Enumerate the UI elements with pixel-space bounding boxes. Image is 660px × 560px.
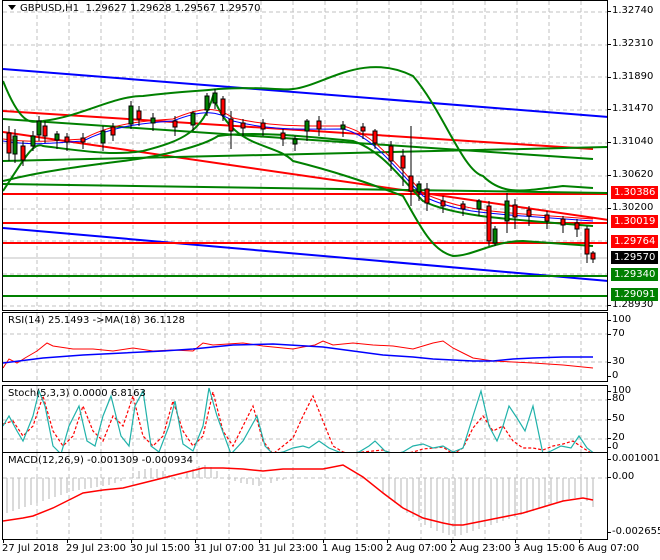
macd-label: MACD(12,26,9) -0.001309 -0.000934 xyxy=(8,455,193,466)
rsi-pane[interactable]: RSI(14) 25.1493 ->MA(18) 36.1128 xyxy=(2,312,608,382)
price-tick: 1.32740 xyxy=(607,5,654,16)
rsi-tick: 30 xyxy=(608,356,625,367)
rsi-label: RSI(14) 25.1493 ->MA(18) 36.1128 xyxy=(8,315,185,326)
macd-pane[interactable]: MACD(12,26,9) -0.001309 -0.000934 xyxy=(2,452,608,540)
price-tick: 1.32310 xyxy=(607,38,654,49)
level-tag-resistance: 1.30019 xyxy=(611,215,659,228)
stoch-tick: 80 xyxy=(608,393,625,404)
time-tick xyxy=(195,539,196,543)
stochastic-axis: 100 80 50 20 0 xyxy=(607,385,660,455)
price-tick: 1.31890 xyxy=(607,71,654,82)
time-label: 27 Jul 2018 xyxy=(2,543,59,554)
rsi-tick: 100 xyxy=(607,314,632,325)
time-label: 2 Aug 07:00 xyxy=(386,543,448,554)
stoch-tick: 50 xyxy=(608,413,625,424)
macd-axis: 0.001001 0.00 -0.002655 xyxy=(607,452,660,540)
price-axis: 1.32740 1.32310 1.31890 1.31470 1.31040 … xyxy=(607,0,660,311)
current-price-tag: 1.29570 xyxy=(611,251,659,264)
price-tick: 1.30200 xyxy=(607,202,654,213)
level-tag-resistance: 1.30386 xyxy=(611,186,659,199)
time-tick xyxy=(3,539,4,543)
rsi-canvas xyxy=(3,313,607,381)
macd-canvas xyxy=(3,453,607,539)
time-tick xyxy=(515,539,516,543)
stoch-tick: 0 xyxy=(607,441,619,452)
stoch-tick: 100 xyxy=(607,385,632,396)
rsi-axis: 100 70 30 0 xyxy=(607,312,660,382)
price-tick: 1.30620 xyxy=(607,169,654,180)
level-tag-support: 1.29091 xyxy=(611,288,659,301)
time-label: 30 Jul 15:00 xyxy=(130,543,190,554)
level-tag-support: 1.29340 xyxy=(611,268,659,281)
macd-tick: -0.002655 xyxy=(607,526,660,538)
price-chart-pane[interactable]: GBPUSD,H1 1.29627 1.29628 1.29567 1.2957… xyxy=(2,0,608,311)
time-label: 3 Aug 15:00 xyxy=(514,543,576,554)
time-tick xyxy=(259,539,260,543)
time-label: 29 Jul 23:00 xyxy=(66,543,126,554)
time-tick xyxy=(451,539,452,543)
rsi-tick: 70 xyxy=(608,328,625,339)
price-chart-canvas xyxy=(3,1,607,310)
time-tick xyxy=(131,539,132,543)
time-tick xyxy=(579,539,580,543)
time-label: 31 Jul 23:00 xyxy=(258,543,318,554)
time-tick xyxy=(67,539,68,543)
time-label: 2 Aug 23:00 xyxy=(450,543,512,554)
time-tick xyxy=(387,539,388,543)
price-tick: 1.28930 xyxy=(607,299,654,310)
price-tick: 1.31040 xyxy=(607,136,654,147)
time-label: 6 Aug 07:00 xyxy=(578,543,640,554)
macd-histogram xyxy=(6,465,594,536)
stochastic-label: Stoch(5,3,3) 0.0000 6.8163 xyxy=(8,388,146,399)
time-label: 1 Aug 15:00 xyxy=(322,543,384,554)
rsi-tick: 0 xyxy=(607,370,619,381)
macd-tick: 0.001001 xyxy=(608,453,660,464)
time-label: 31 Jul 07:00 xyxy=(194,543,254,554)
stoch-tick: 20 xyxy=(608,432,625,443)
collapse-triangle-icon[interactable] xyxy=(8,5,16,10)
level-tag-resistance: 1.29764 xyxy=(611,235,659,248)
stochastic-canvas xyxy=(3,386,607,454)
macd-tick: 0.00 xyxy=(607,471,635,482)
time-tick xyxy=(323,539,324,543)
stochastic-pane[interactable]: Stoch(5,3,3) 0.0000 6.8163 xyxy=(2,385,608,455)
price-tick: 1.31470 xyxy=(607,103,654,114)
chart-title: GBPUSD,H1 1.29627 1.29628 1.29567 1.2957… xyxy=(8,3,260,14)
